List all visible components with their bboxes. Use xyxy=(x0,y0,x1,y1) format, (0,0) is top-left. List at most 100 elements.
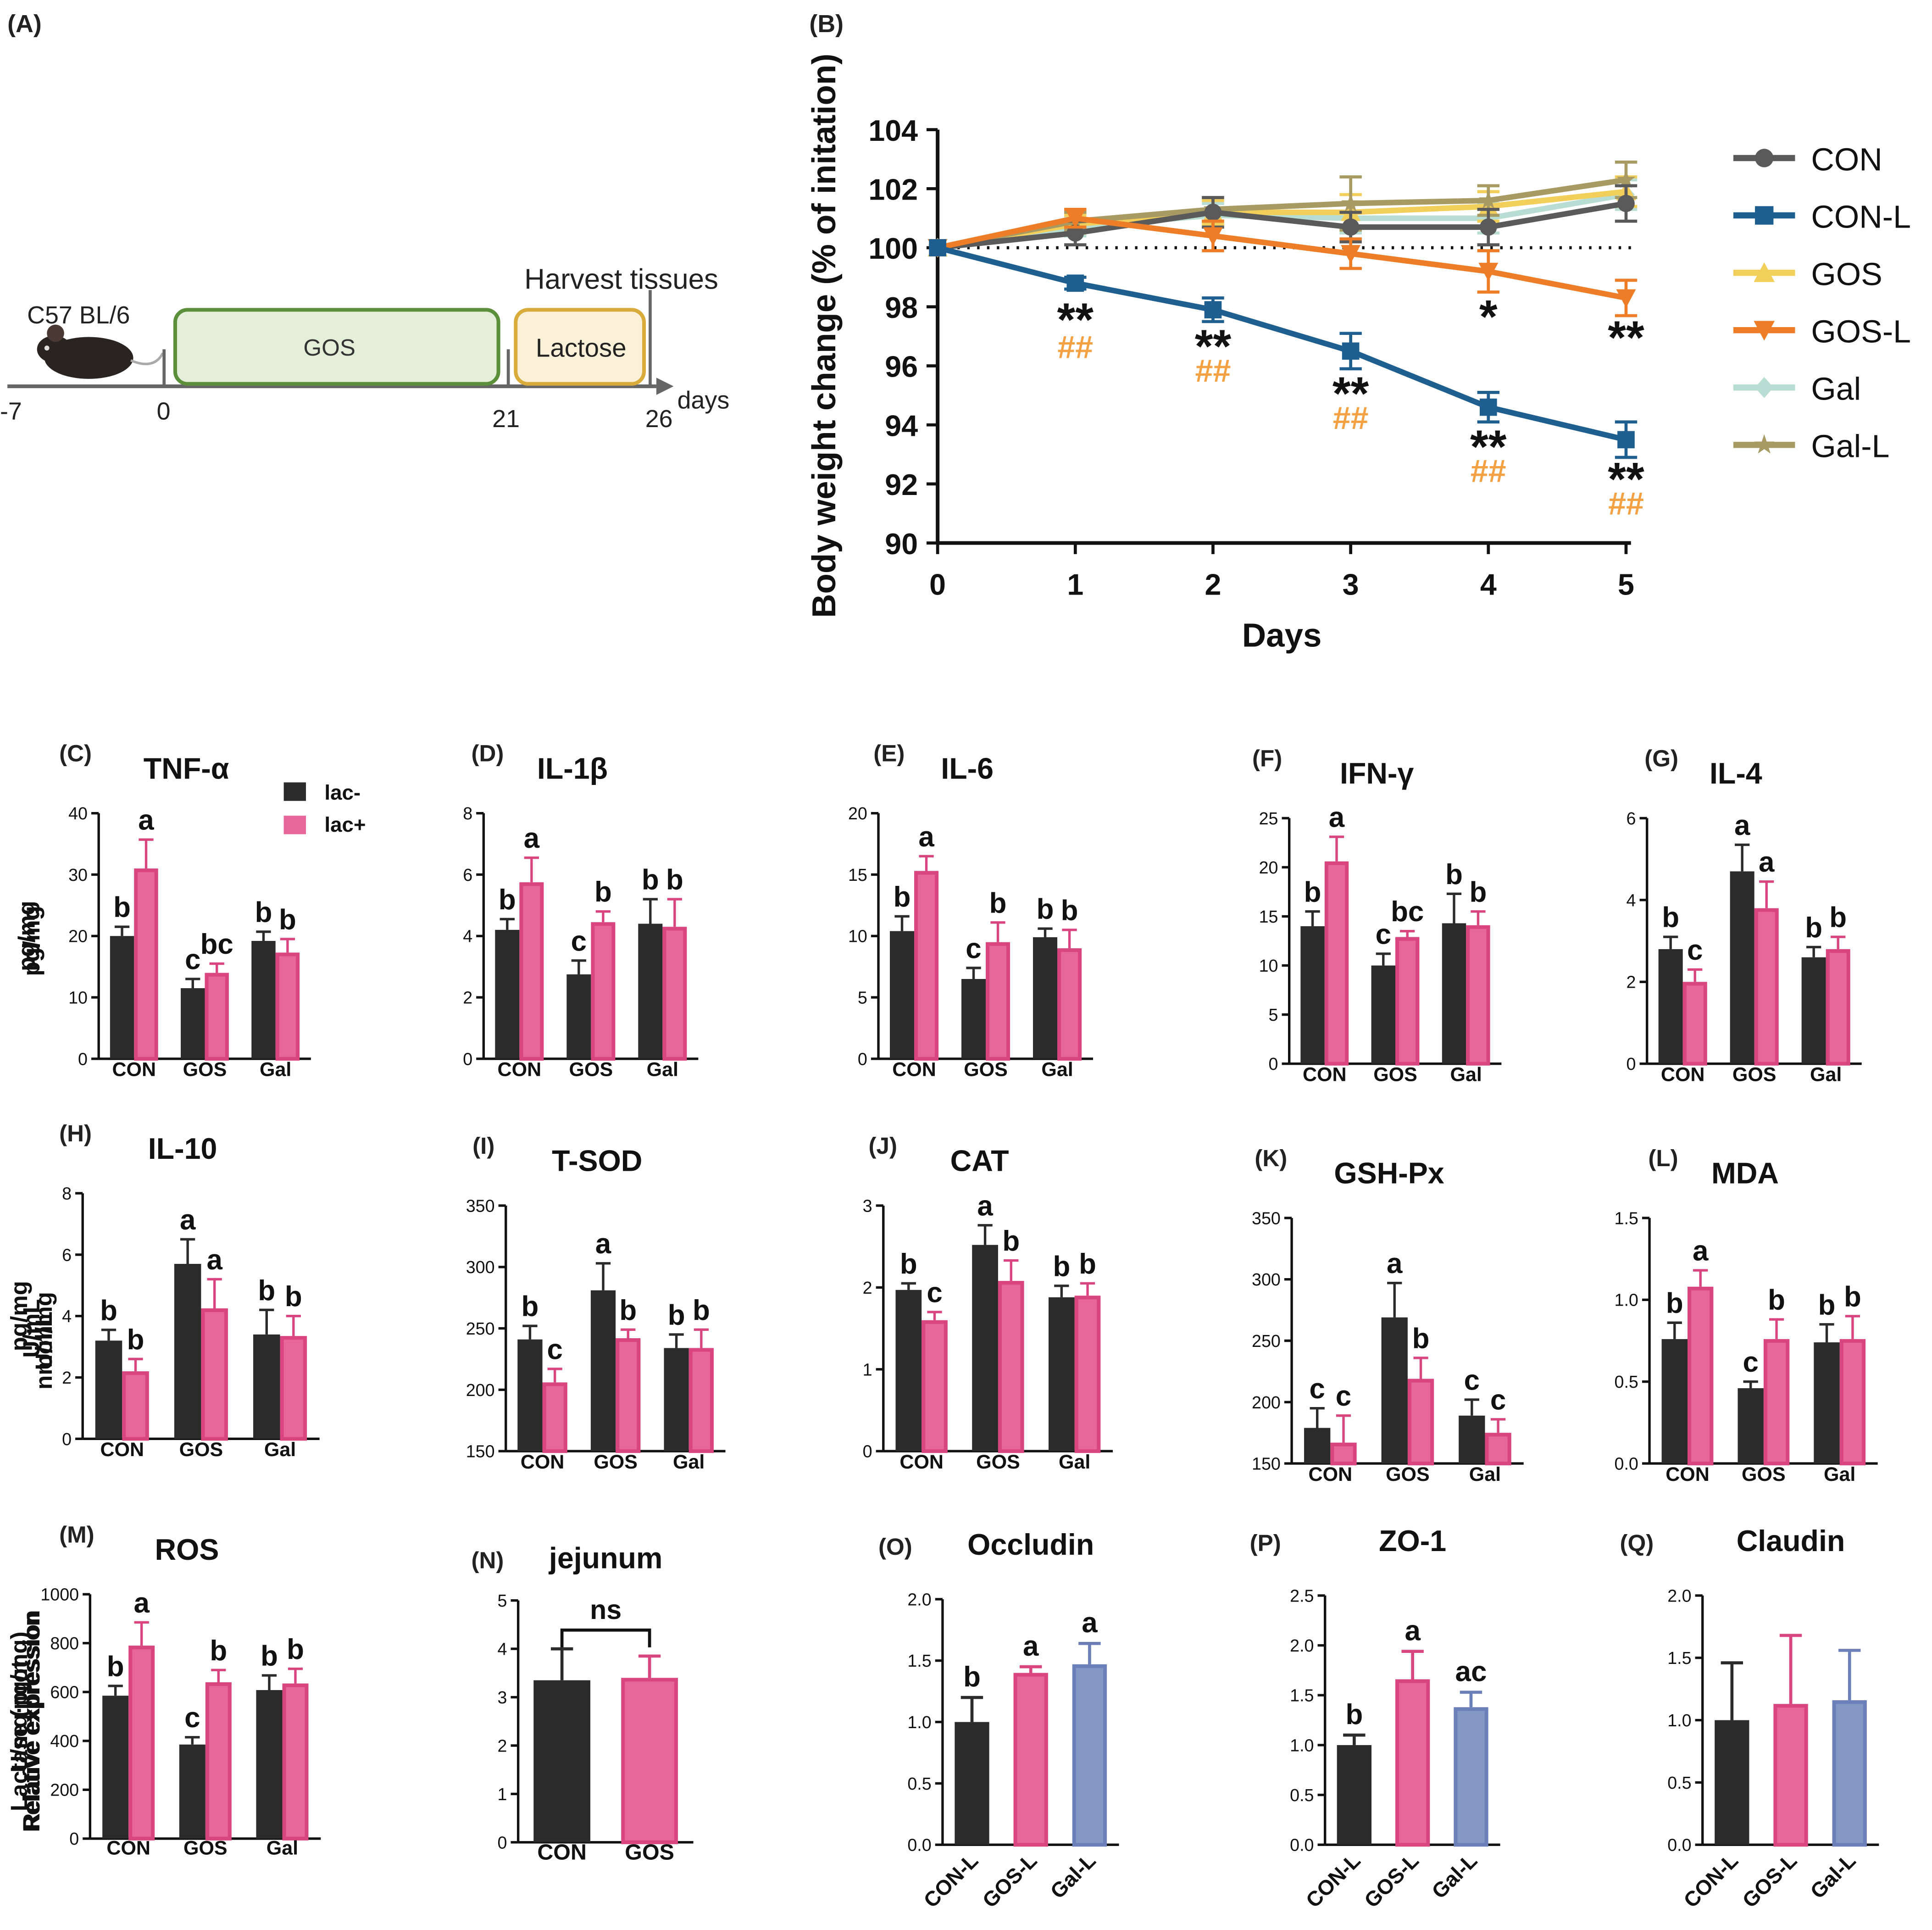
h-letter-lac+-gos: a xyxy=(206,1244,222,1276)
e-bar-lac+-con xyxy=(914,871,939,1061)
f-bar-lac+-gos xyxy=(1395,937,1420,1066)
c-ytick-label-4: 40 xyxy=(68,804,88,823)
l-letter-lac+-gal: b xyxy=(1844,1281,1861,1313)
d-xtick-label-0: CON xyxy=(498,1059,542,1081)
m-ytick-label-2: 400 xyxy=(50,1731,79,1751)
b-legend-label-0: CON xyxy=(1811,141,1882,177)
panel-label-b: (B) xyxy=(809,10,844,38)
j-bar-lac--con xyxy=(895,1290,922,1452)
panel-m: (M) ROS 0 200 400 600 800 1000 U/mg·prot b a CON c b G… xyxy=(6,1521,321,1859)
b-point-con-l-0 xyxy=(929,239,946,256)
c-ytick-label-0: 0 xyxy=(78,1049,88,1068)
i-bar-lac--con xyxy=(517,1339,543,1452)
b-legend-marker-3 xyxy=(1754,321,1775,341)
i-xtick-label-0: CON xyxy=(521,1451,565,1473)
c-bar-lac--gos xyxy=(181,988,205,1059)
g-letter-lac+-con: c xyxy=(1687,934,1703,966)
f-letter-lac--con: b xyxy=(1304,876,1321,908)
g-letter-lac--gal: b xyxy=(1805,912,1822,944)
b-xtick-label-1: 1 xyxy=(1067,568,1083,601)
p-ytick-label-3: 1.5 xyxy=(1290,1686,1314,1705)
c-letter-lac--con: b xyxy=(113,892,131,923)
k-bar-lac--gos xyxy=(1381,1317,1408,1464)
i-ytick-label-0: 150 xyxy=(466,1442,495,1461)
p-xtick-label-1: GOS-L xyxy=(1360,1849,1423,1912)
n-y-axis-title: Lactase (ng/mg) xyxy=(6,1631,32,1811)
j-title: CAT xyxy=(950,1145,1009,1178)
b-point-gal-l-5 xyxy=(1616,170,1636,188)
g-xtick-label-0: CON xyxy=(1661,1063,1705,1085)
b-legend-label-5: Gal-L xyxy=(1811,428,1889,464)
l-ytick-label-3: 1.5 xyxy=(1615,1208,1638,1228)
h-letter-lac--con: b xyxy=(100,1295,117,1326)
b-annotation-3: ## xyxy=(1195,353,1231,389)
m-letter-lac--con: b xyxy=(107,1651,124,1682)
j-xtick-label-1: GOS xyxy=(976,1451,1020,1473)
j-bar-lac+-gos xyxy=(998,1281,1024,1453)
o-ytick-label-2: 1.0 xyxy=(907,1713,931,1732)
q-bar-gos-l xyxy=(1773,1704,1808,1847)
d-y-axis-title: pg/mg xyxy=(13,901,39,971)
d-bar-lac--gos xyxy=(566,974,591,1059)
o-xtick-label-1: GOS-L xyxy=(978,1849,1041,1912)
h-letter-lac--gal: b xyxy=(258,1275,275,1307)
gos-phase-box xyxy=(173,308,500,386)
n-ytick-label-1: 1 xyxy=(498,1785,507,1804)
h-letter-lac+-con: b xyxy=(127,1324,144,1356)
f-letter-lac+-gos: bc xyxy=(1391,896,1424,928)
n-significance-label: ns xyxy=(590,1594,622,1625)
k-ytick-label-2: 250 xyxy=(1252,1331,1281,1351)
i-bar-lac+-gos xyxy=(616,1338,641,1453)
g-bar-lac--gal xyxy=(1801,957,1826,1064)
f-ytick-label-5: 25 xyxy=(1259,809,1278,828)
d-ytick-label-1: 2 xyxy=(463,988,472,1007)
m-ytick-label-1: 200 xyxy=(50,1780,79,1800)
b-legend: CON CON-L GOS GOS-L Gal Gal-L xyxy=(1733,141,1911,464)
k-bar-lac+-gos xyxy=(1407,1379,1434,1466)
l-letter-lac--gal: b xyxy=(1818,1289,1836,1321)
g-bar-lac--con xyxy=(1658,949,1683,1064)
m-ytick-label-5: 1000 xyxy=(40,1585,79,1604)
j-y-axis-title: U/mL xyxy=(18,1299,44,1358)
i-letter-lac--gos: a xyxy=(595,1228,611,1260)
m-xtick-label-0: CON xyxy=(106,1837,150,1859)
panel-label-d: (D) xyxy=(471,740,504,767)
h-xtick-label-0: CON xyxy=(100,1439,144,1461)
h-ytick-label-4: 8 xyxy=(62,1184,72,1203)
i-letter-lac+-con: c xyxy=(547,1334,562,1365)
e-title: IL-6 xyxy=(941,752,994,785)
m-ytick-label-4: 800 xyxy=(50,1634,79,1653)
o-ytick-label-4: 2.0 xyxy=(907,1590,931,1609)
h-bar-lac--gal xyxy=(253,1334,280,1439)
panel-label-k: (K) xyxy=(1255,1145,1287,1171)
d-letter-lac--gal: b xyxy=(642,864,659,895)
e-bar-lac+-gal xyxy=(1057,948,1082,1061)
f-bar-lac--gal xyxy=(1442,923,1466,1064)
n-ytick-label-0: 0 xyxy=(498,1833,507,1852)
timeline-arrow xyxy=(656,378,674,395)
n-ytick-label-2: 2 xyxy=(498,1736,507,1755)
i-bar-lac+-gal xyxy=(688,1348,714,1453)
l-letter-lac--con: b xyxy=(1666,1288,1683,1319)
q-xtick-label-1: GOS-L xyxy=(1738,1849,1801,1912)
f-xtick-label-1: GOS xyxy=(1373,1063,1417,1085)
d-letter-lac+-gos: b xyxy=(594,876,612,908)
e-bar-lac--gos xyxy=(961,979,986,1059)
j-ytick-label-2: 2 xyxy=(863,1278,872,1297)
k-bar-lac+-gal xyxy=(1485,1433,1511,1466)
lactose-phase-label: Lactose xyxy=(536,334,627,362)
f-ytick-label-4: 20 xyxy=(1259,858,1278,877)
b-legend-label-4: Gal xyxy=(1811,371,1861,407)
p-bar-con-l xyxy=(1337,1745,1371,1845)
d-ytick-label-0: 0 xyxy=(463,1049,472,1068)
f-y-axis-title: pg/mg xyxy=(18,906,44,976)
b-point-con-1 xyxy=(1066,224,1084,242)
h-bar-lac+-gos xyxy=(201,1308,228,1441)
p-ytick-label-0: 0.0 xyxy=(1290,1835,1314,1855)
c-legend-label-1: lac+ xyxy=(324,813,366,836)
b-legend-label-1: CON-L xyxy=(1811,199,1911,234)
